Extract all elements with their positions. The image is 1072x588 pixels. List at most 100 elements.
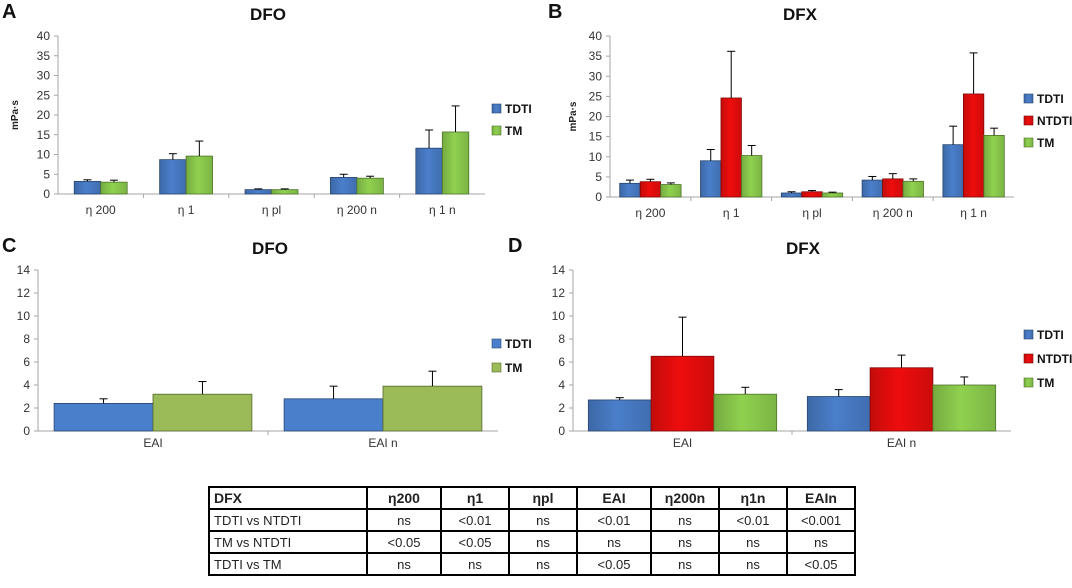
table-header-cell: η200n <box>650 486 720 510</box>
y-tick-label: 4 <box>558 378 565 392</box>
chart-title: DFX <box>786 239 821 258</box>
legend-label-tm: TM <box>505 124 522 138</box>
bar-tdti <box>53 402 154 432</box>
y-tick-label: 5 <box>595 170 602 184</box>
bar-tdti <box>330 177 358 195</box>
chart-title: DFX <box>783 5 818 24</box>
bar-tm <box>741 155 763 198</box>
y-tick-label: 0 <box>595 190 602 204</box>
table-row: TDTI vs NTDTI ns <0.01 ns <0.01 ns <0.01… <box>208 508 856 532</box>
bar-tdti <box>780 192 803 198</box>
x-category-label: η pl <box>262 203 281 217</box>
chart-panel-d: D DFX 0 2 4 6 8 10 12 14 EAI EAI n TDTI NTDTI TM <box>508 235 1072 450</box>
bar-tm <box>382 385 483 432</box>
y-tick-label: 40 <box>589 29 603 43</box>
x-category-label: η 200 <box>86 203 116 217</box>
comparison-cell: TM vs NTDTI <box>208 530 368 554</box>
bar-tdti <box>587 399 652 432</box>
p-value-cell: <0.01 <box>440 508 510 532</box>
chart-panel-a: A DFO 0 5 10 15 20 25 30 35 40 mPa·s η 200 η 1 η pl η 2… <box>2 1 532 217</box>
table-header-row: DFX η200 η1 ηpl EAI η200n η1n EAIn <box>208 486 856 510</box>
p-value-cell: ns <box>366 508 442 532</box>
y-tick-label: 5 <box>43 167 50 181</box>
legend-label-tm: TM <box>1037 136 1054 150</box>
p-value-cell: ns <box>718 530 788 554</box>
y-tick-label: 6 <box>558 355 565 369</box>
y-tick-label: 8 <box>23 332 30 346</box>
y-tick-label: 25 <box>589 89 603 103</box>
bar-tm <box>902 180 924 198</box>
y-tick-label: 8 <box>558 332 565 346</box>
x-category-label: η pl <box>802 206 821 220</box>
legend-swatch-tdti <box>1023 93 1034 104</box>
bar-tdti <box>415 147 443 195</box>
bar-ntdti <box>869 367 934 432</box>
y-tick-label: 0 <box>43 187 50 201</box>
bar-tdti <box>619 182 641 198</box>
legend-swatch-tm <box>491 125 502 136</box>
x-category-label: η 200 n <box>337 203 377 217</box>
legend-swatch-tm <box>1023 137 1034 148</box>
y-tick-label: 20 <box>37 108 51 122</box>
y-tick-label: 12 <box>552 286 566 300</box>
y-tick-label: 14 <box>552 263 566 277</box>
bar-tm <box>983 135 1005 198</box>
y-tick-label: 10 <box>552 309 566 323</box>
legend-swatch-ntdti <box>1023 353 1034 364</box>
bar-tm <box>441 131 470 195</box>
table-header-cell: DFX <box>208 486 368 510</box>
bar-tdti <box>806 396 871 432</box>
p-value-cell: ns <box>366 552 442 576</box>
y-tick-label: 4 <box>23 378 30 392</box>
bar-tm <box>932 384 997 432</box>
y-tick-label: 30 <box>37 69 51 83</box>
x-category-label: EAI <box>673 436 692 450</box>
legend-label-tdti: TDTI <box>505 102 532 116</box>
bar-tm <box>821 192 844 198</box>
y-tick-label: 2 <box>23 401 30 415</box>
y-tick-label: 35 <box>589 49 603 63</box>
bar-ntdti <box>882 178 904 198</box>
p-value-cell: ns <box>786 530 856 554</box>
comparison-cell: TDTI vs NTDTI <box>208 508 368 532</box>
x-category-label: EAI n <box>368 436 397 450</box>
x-category-label: η 1 n <box>960 206 987 220</box>
bar-tm <box>356 177 384 195</box>
bar-ntdti <box>962 93 985 198</box>
x-category-label: η 1 <box>178 203 195 217</box>
p-value-cell: ns <box>718 552 788 576</box>
bar-tdti <box>159 159 187 195</box>
bar-tm <box>152 393 253 432</box>
bar-tdti <box>283 398 384 432</box>
y-tick-label: 40 <box>37 29 51 43</box>
bar-tdti <box>861 179 883 198</box>
y-tick-label: 35 <box>37 49 51 63</box>
p-value-cell: <0.01 <box>718 508 788 532</box>
y-tick-label: 25 <box>37 88 51 102</box>
table-header-cell: EAIn <box>786 486 856 510</box>
chart-panel-b: B DFX 0 5 10 15 20 25 30 35 40 mPa·s η 200 η 1 η pl η 2… <box>548 1 1072 220</box>
panel-letter: A <box>2 1 16 23</box>
legend-label-ntdti: NTDTI <box>1037 352 1072 366</box>
p-value-cell: <0.05 <box>576 552 652 576</box>
panel-letter: B <box>548 1 562 23</box>
bar-ntdti <box>650 355 715 432</box>
legend-swatch-tm <box>491 362 502 373</box>
significance-table: DFX η200 η1 ηpl EAI η200n η1n EAIn TDTI … <box>208 486 856 576</box>
y-tick-label: 14 <box>17 263 31 277</box>
chart-title: DFO <box>252 239 288 258</box>
panel-letter: C <box>2 235 16 257</box>
bar-ntdti <box>801 191 823 198</box>
y-tick-label: 6 <box>23 355 30 369</box>
p-value-cell: ns <box>650 508 720 532</box>
p-value-cell: ns <box>440 552 510 576</box>
y-tick-label: 2 <box>558 401 565 415</box>
p-value-cell: <0.01 <box>576 508 652 532</box>
bar-tdti <box>700 160 722 198</box>
chart-title: DFO <box>250 5 286 24</box>
p-value-cell: <0.05 <box>440 530 510 554</box>
legend-label-tdti: TDTI <box>1037 92 1064 106</box>
y-tick-label: 10 <box>37 148 51 162</box>
table-header-cell: η200 <box>366 486 442 510</box>
